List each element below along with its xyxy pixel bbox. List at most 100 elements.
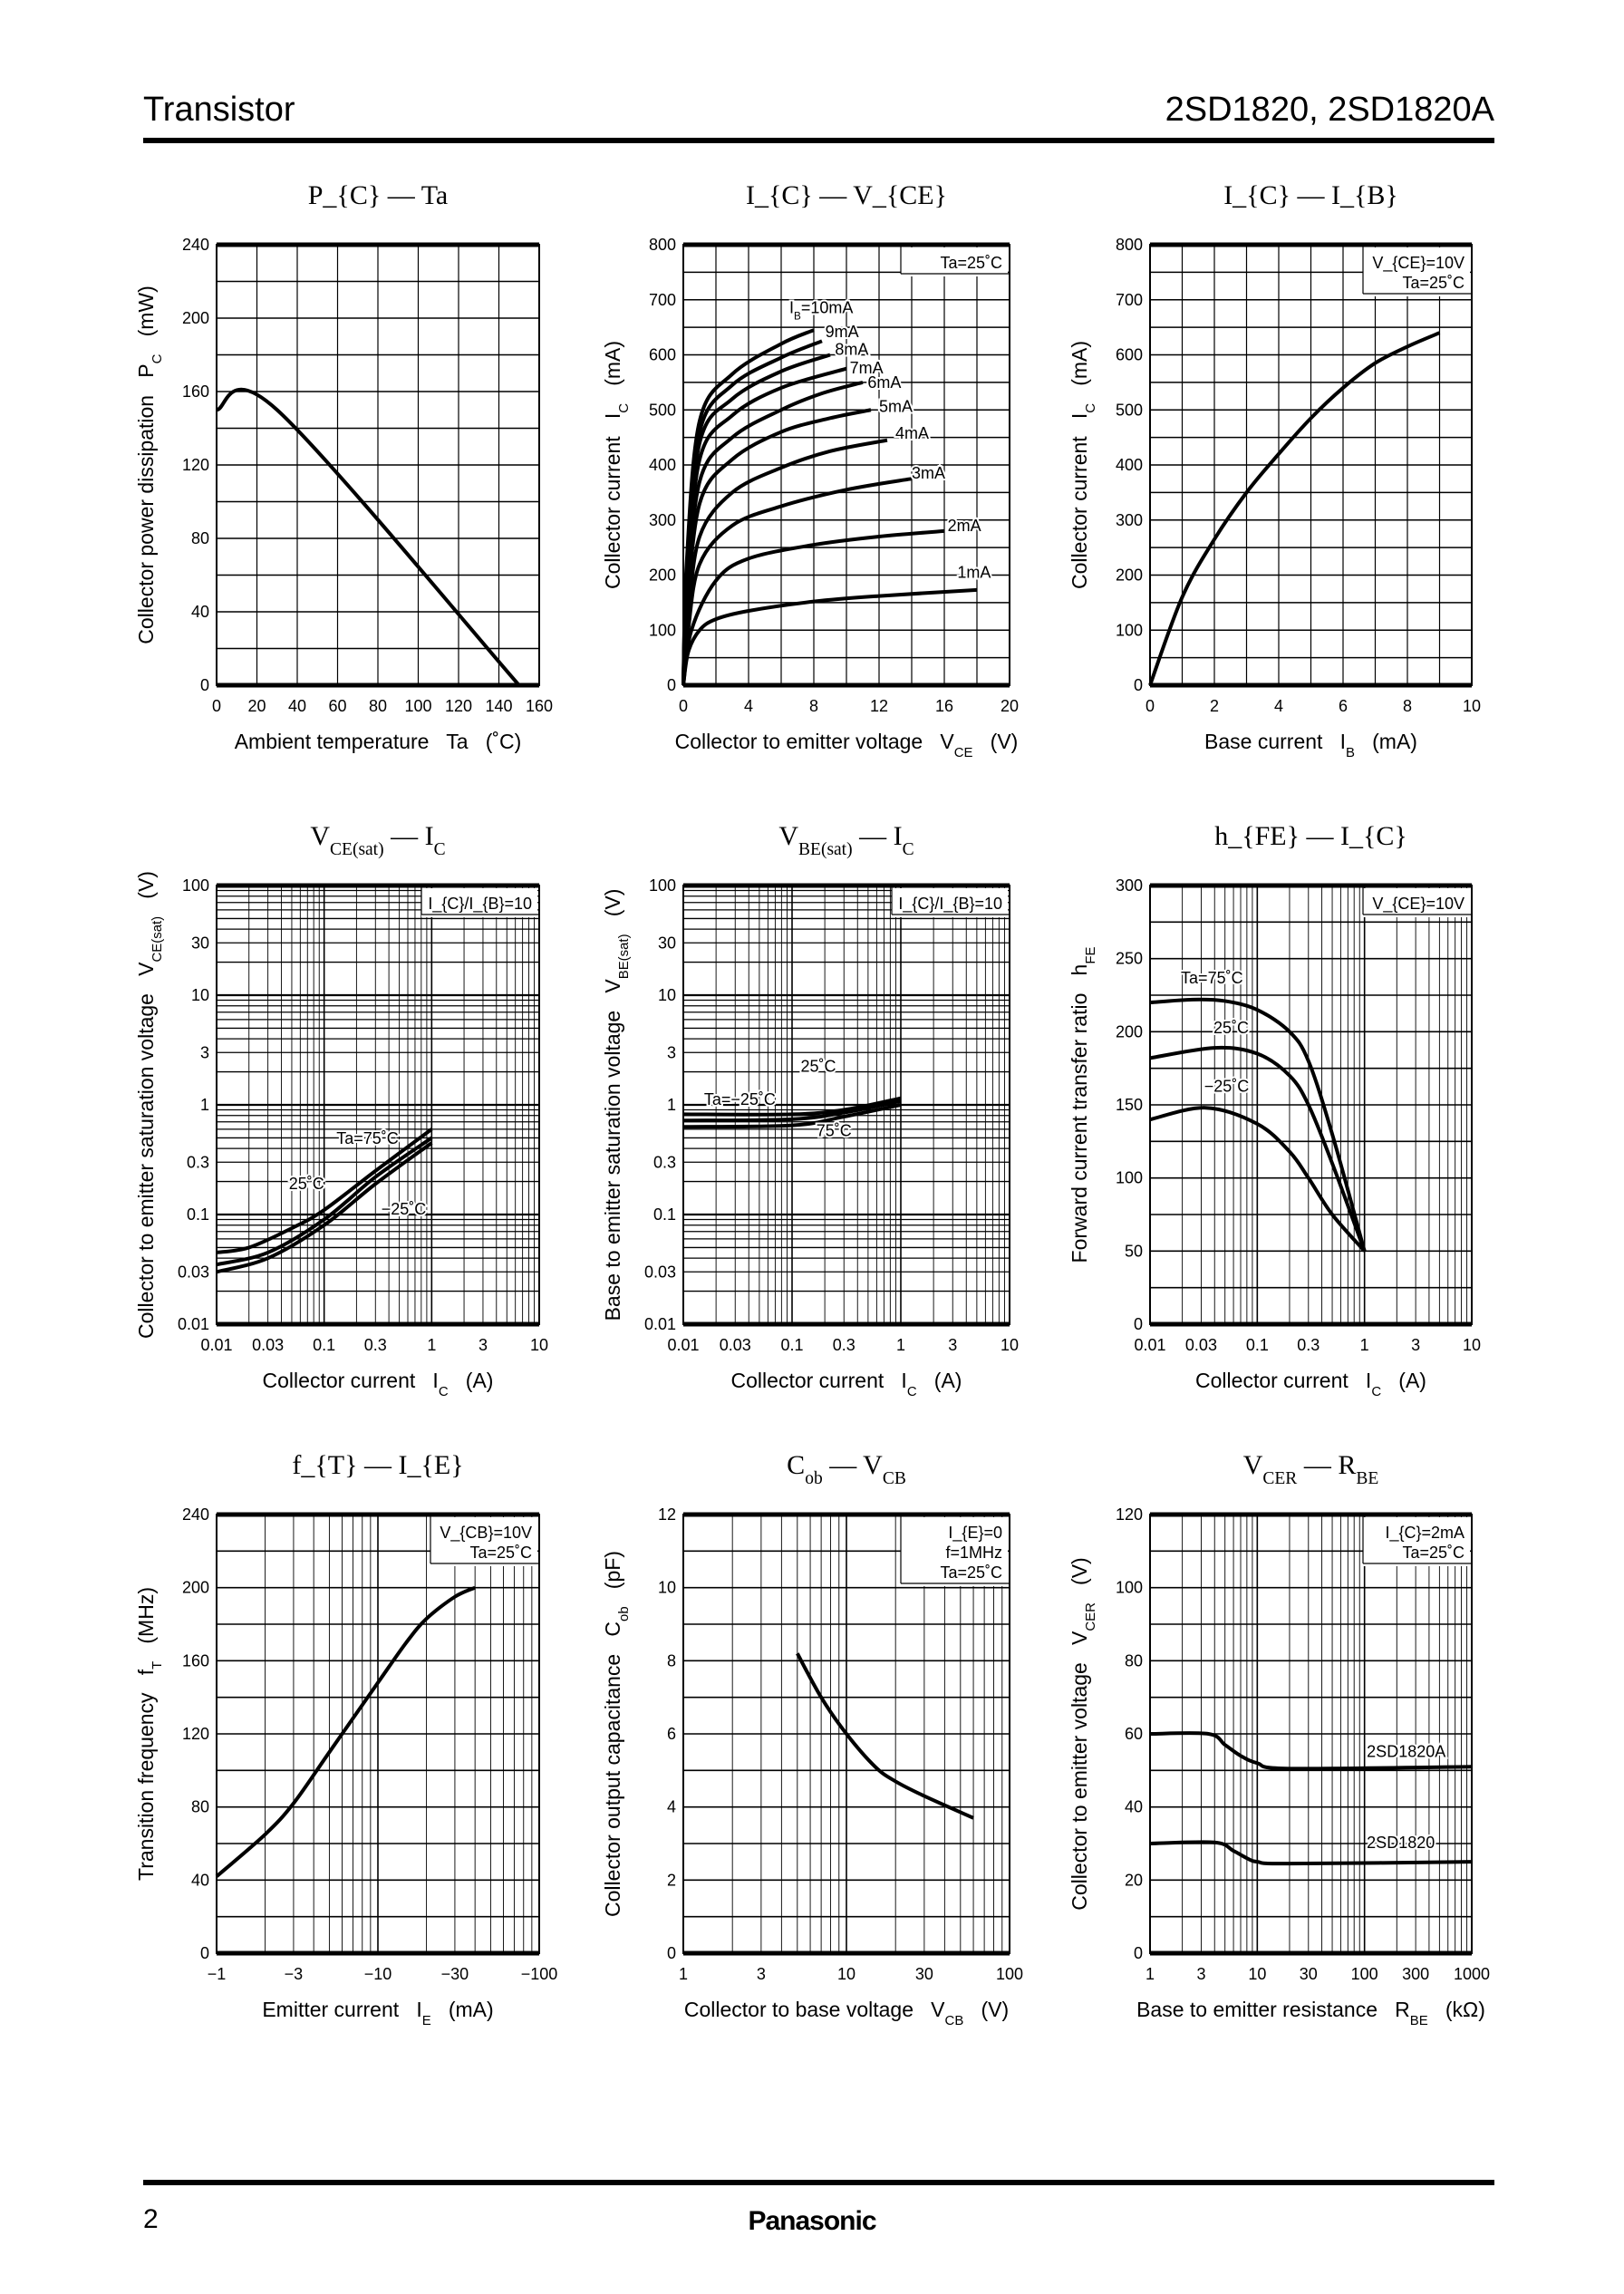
y-tick-label: 8 xyxy=(667,1651,676,1670)
series-line xyxy=(216,387,521,687)
series-label: 25˚C xyxy=(1213,1019,1249,1037)
series-label: Ta=75˚C xyxy=(1181,969,1243,987)
x-tick-label: 0.01 xyxy=(1134,1336,1165,1354)
series-line-0 xyxy=(1149,1731,1473,1771)
series-label: 3mA xyxy=(912,464,945,482)
x-tick-label: −100 xyxy=(521,1965,558,1983)
y-tick-label: 120 xyxy=(182,1725,209,1743)
y-tick-label: 100 xyxy=(182,876,209,895)
x-tick-label: 4 xyxy=(1274,697,1283,715)
y-tick-label: 80 xyxy=(1125,1651,1143,1670)
y-tick-label: 40 xyxy=(191,603,209,621)
x-tick-label: 100 xyxy=(404,697,431,715)
series-label: 2SD1820A xyxy=(1367,1742,1445,1760)
x-tick-label: −1 xyxy=(208,1965,227,1983)
series-line-4 xyxy=(682,380,864,686)
y-tick-label: 0.01 xyxy=(178,1315,209,1333)
chart-title: VCE(sat) — IC xyxy=(310,821,445,859)
x-tick-label: 4 xyxy=(744,697,753,715)
x-tick-label: 300 xyxy=(1402,1965,1429,1983)
series-line-8 xyxy=(682,528,945,686)
condition-label: Ta=25˚C xyxy=(1402,1544,1464,1562)
conditions-box xyxy=(430,1517,537,1566)
y-tick-label: 200 xyxy=(1116,566,1143,585)
y-tick-label: 160 xyxy=(182,1651,209,1670)
x-tick-label: 10 xyxy=(1248,1965,1266,1983)
x-axis-label: Collector current IC (A) xyxy=(731,1369,962,1399)
x-tick-label: 3 xyxy=(478,1336,488,1354)
y-tick-label: 30 xyxy=(191,934,209,952)
chart-title: Cob — VCB xyxy=(787,1450,906,1488)
y-tick-label: 80 xyxy=(191,529,209,547)
series-label: 25˚C xyxy=(801,1058,836,1076)
y-tick-label: 0 xyxy=(1134,1315,1143,1333)
y-tick-label: 10 xyxy=(191,986,209,1004)
condition-label: Ta=25˚C xyxy=(469,1544,532,1562)
conditions-box xyxy=(1363,1517,1470,1566)
series-line xyxy=(215,1585,476,1878)
x-tick-label: 20 xyxy=(247,697,266,715)
series-line xyxy=(796,1652,974,1820)
chart-title: P_{C} — Ta xyxy=(308,180,449,210)
y-tick-label: 0 xyxy=(1134,676,1143,694)
y-tick-label: 0 xyxy=(1134,1944,1143,1962)
y-tick-label: 200 xyxy=(649,566,676,585)
series-label: 5mA xyxy=(879,398,913,416)
x-tick-label: 8 xyxy=(1403,697,1412,715)
x-axis-label: Base to emitter resistance RBE (kΩ) xyxy=(1136,1998,1485,2028)
y-tick-label: 1 xyxy=(667,1096,676,1114)
x-tick-label: 12 xyxy=(870,697,888,715)
x-tick-label: −30 xyxy=(441,1965,469,1983)
x-tick-label: 10 xyxy=(1000,1336,1019,1354)
condition-label: V_{CE}=10V xyxy=(1372,254,1464,273)
x-tick-label: 40 xyxy=(288,697,306,715)
x-tick-label: 10 xyxy=(1463,697,1481,715)
x-tick-label: 0 xyxy=(679,697,688,715)
y-tick-label: 10 xyxy=(658,1579,676,1597)
y-tick-label: 2 xyxy=(667,1871,676,1889)
x-tick-label: 3 xyxy=(1196,1965,1205,1983)
series-line-0 xyxy=(1149,997,1367,1252)
y-tick-label: 50 xyxy=(1125,1242,1143,1260)
y-tick-label: 12 xyxy=(658,1505,676,1524)
x-tick-label: 1 xyxy=(896,1336,905,1354)
y-tick-label: 3 xyxy=(200,1043,209,1061)
x-tick-label: 20 xyxy=(1000,697,1019,715)
y-axis-label: Collector current IC (mA) xyxy=(1068,341,1098,589)
chart-title: f_{T} — I_{E} xyxy=(292,1450,463,1480)
x-tick-label: 10 xyxy=(1463,1336,1481,1354)
y-tick-label: 700 xyxy=(649,291,676,309)
y-tick-label: 60 xyxy=(1125,1725,1143,1743)
x-tick-label: 30 xyxy=(1300,1965,1318,1983)
y-tick-label: 120 xyxy=(1116,1505,1143,1524)
x-axis-label: Collector current IC (A) xyxy=(263,1369,494,1399)
condition-label: Ta=25˚C xyxy=(1402,274,1464,292)
y-tick-label: 300 xyxy=(1116,511,1143,529)
series-line-2 xyxy=(682,1103,902,1129)
y-tick-label: 400 xyxy=(1116,456,1143,474)
series-line-1 xyxy=(1149,1840,1473,1866)
x-tick-label: 16 xyxy=(935,697,953,715)
condition-label: Ta=25˚C xyxy=(940,254,1002,272)
condition-label: f=1MHz xyxy=(945,1544,1002,1562)
conditions-box xyxy=(421,888,537,917)
y-tick-label: 100 xyxy=(1116,1579,1143,1597)
y-tick-label: 0.03 xyxy=(178,1263,209,1281)
x-tick-label: 0 xyxy=(212,697,221,715)
condition-label: I_{E}=0 xyxy=(948,1524,1002,1543)
y-axis-label: Collector power dissipation PC (mW) xyxy=(134,286,165,644)
series-line-1 xyxy=(216,1136,433,1267)
series-line-9 xyxy=(682,587,978,686)
x-tick-label: 10 xyxy=(530,1336,548,1354)
chart-title: VBE(sat) — IC xyxy=(778,821,914,859)
y-axis-label: Collector to emitter saturation voltage … xyxy=(134,871,165,1339)
series-label: 4mA xyxy=(895,424,929,442)
y-axis-label: Collector to emitter voltage VCER (V) xyxy=(1068,1557,1098,1910)
x-axis-label: Collector to emitter voltage VCE (V) xyxy=(675,730,1019,760)
x-axis-label: Base current IB (mA) xyxy=(1204,730,1417,760)
y-tick-label: 80 xyxy=(191,1798,209,1816)
